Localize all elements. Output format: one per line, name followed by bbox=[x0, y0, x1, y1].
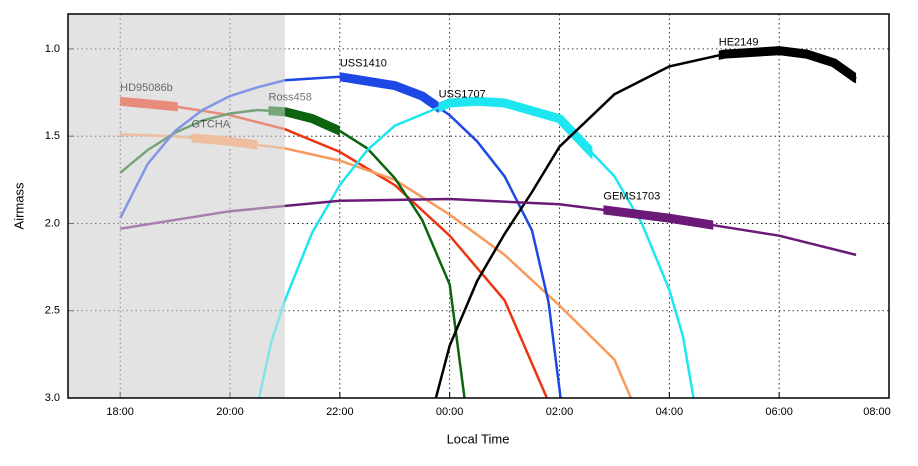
x-tick-label: 00:00 bbox=[436, 406, 464, 418]
shade-overlay bbox=[68, 14, 285, 398]
observing-window bbox=[339, 72, 439, 113]
series-label: HE2149 bbox=[719, 36, 759, 48]
y-tick-label: 2.5 bbox=[45, 305, 60, 317]
x-tick-label: 04:00 bbox=[656, 406, 684, 418]
y-axis-title: Airmass bbox=[11, 182, 26, 229]
observing-window bbox=[718, 46, 857, 84]
x-tick-label: 06:00 bbox=[765, 406, 793, 418]
plot-frame bbox=[67, 13, 890, 399]
series-label: USS1707 bbox=[439, 88, 486, 100]
series-label: GEMS1703 bbox=[603, 191, 660, 203]
series-label: USS1410 bbox=[340, 58, 387, 70]
x-tick-label: 08:00 bbox=[863, 406, 891, 418]
series-label: Ross458 bbox=[268, 92, 311, 104]
x-tick-label: 20:00 bbox=[216, 406, 244, 418]
series-label: HD95086b bbox=[120, 82, 173, 94]
observing-window bbox=[438, 96, 593, 160]
x-tick-label: 22:00 bbox=[326, 406, 354, 418]
x-tick-label: 02:00 bbox=[546, 406, 574, 418]
x-axis-title: Local Time bbox=[447, 431, 510, 446]
y-tick-label: 1.0 bbox=[45, 43, 60, 55]
y-tick-label: 2.0 bbox=[45, 217, 60, 229]
y-tick-label: 1.5 bbox=[45, 130, 60, 142]
y-tick-label: 3.0 bbox=[45, 392, 60, 404]
observing-window bbox=[268, 106, 340, 137]
series-label: GTCHA bbox=[192, 119, 231, 131]
x-tick-label: 18:00 bbox=[106, 406, 134, 418]
